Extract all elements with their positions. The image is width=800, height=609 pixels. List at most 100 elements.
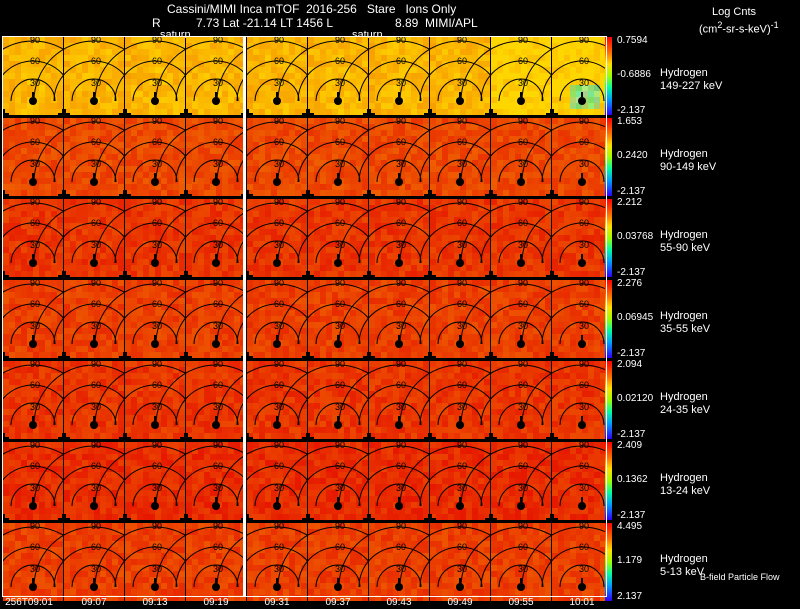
planet-disk <box>578 421 586 429</box>
colorbar-max: 2.409 <box>617 440 643 451</box>
colorbar <box>605 199 612 277</box>
planet-spike <box>581 92 583 97</box>
grid-label-60: 60 <box>335 461 345 471</box>
grid-arc <box>559 78 605 102</box>
grid-label-90: 90 <box>274 35 284 45</box>
grid-arc <box>376 564 422 588</box>
colorbar-max: 2.212 <box>617 197 643 208</box>
grid-label-90: 90 <box>213 440 223 450</box>
grid-label-60: 60 <box>396 56 406 66</box>
time-label: 09:43 <box>386 597 412 608</box>
cross-v <box>123 514 127 526</box>
grid-arc <box>315 321 361 345</box>
planet-spike <box>459 578 461 583</box>
grid-arc <box>541 465 623 507</box>
grid-label-30: 30 <box>396 321 406 331</box>
grid-label-30: 30 <box>213 402 223 412</box>
cross-v <box>550 514 554 526</box>
time-label: 09:55 <box>508 597 534 608</box>
grid-label-90: 90 <box>30 35 40 45</box>
grid-arc <box>71 564 117 588</box>
cross-v <box>306 352 310 364</box>
grid-label-90: 90 <box>396 278 406 288</box>
time-label: 09:19 <box>203 597 229 608</box>
planet-spike <box>276 578 278 583</box>
grid-label-60: 60 <box>274 218 284 228</box>
time-gap-divider <box>243 37 246 597</box>
grid-label-30: 30 <box>274 78 284 88</box>
cross-v <box>184 109 188 121</box>
grid-label-60: 60 <box>518 137 528 147</box>
grid-label-30: 30 <box>30 564 40 574</box>
grid-label-60: 60 <box>396 299 406 309</box>
planet-disk <box>90 502 98 510</box>
grid-label-30: 30 <box>335 240 345 250</box>
planet-spike <box>276 416 278 421</box>
grid-arc <box>559 402 605 426</box>
grid-label-90: 90 <box>213 521 223 531</box>
planet-spike <box>32 416 34 421</box>
planet-spike <box>459 92 461 97</box>
planet-disk <box>151 178 159 186</box>
planet-disk <box>29 421 37 429</box>
planet-disk <box>334 421 342 429</box>
grid-label-30: 30 <box>91 321 101 331</box>
grid-arc <box>315 483 361 507</box>
grid-label-30: 30 <box>579 159 589 169</box>
planet-spike <box>276 335 278 340</box>
cross-v <box>489 514 493 526</box>
grid-arc <box>10 321 56 345</box>
planet-spike <box>459 335 461 340</box>
grid-label-60: 60 <box>335 56 345 66</box>
grid-label-60: 60 <box>152 137 162 147</box>
cross-v <box>184 190 188 202</box>
grid-label-60: 60 <box>518 542 528 552</box>
planet-disk <box>151 583 159 591</box>
planet-spike <box>93 173 95 178</box>
colorbar <box>605 523 612 601</box>
grid-arc <box>376 240 422 264</box>
row-species: Hydrogen <box>660 310 708 322</box>
grid-label-60: 60 <box>91 299 101 309</box>
planet-spike <box>398 497 400 502</box>
grid-label-60: 60 <box>518 461 528 471</box>
grid-label-30: 30 <box>518 159 528 169</box>
planet-disk <box>212 502 220 510</box>
grid-label-90: 90 <box>213 116 223 126</box>
grid-label-30: 30 <box>91 78 101 88</box>
grid-label-60: 60 <box>457 542 467 552</box>
grid-arc <box>254 159 300 183</box>
grid-label-60: 60 <box>579 461 589 471</box>
planet-disk <box>90 583 98 591</box>
planet-spike <box>215 92 217 97</box>
grid-label-30: 30 <box>396 240 406 250</box>
grid-label-30: 30 <box>518 78 528 88</box>
grid-arc <box>498 483 544 507</box>
row-energy: 24-35 keV <box>660 404 711 416</box>
planet-spike <box>520 92 522 97</box>
cross-v <box>245 271 249 283</box>
grid-label-30: 30 <box>579 564 589 574</box>
grid-label-60: 60 <box>579 299 589 309</box>
planet-disk <box>456 502 464 510</box>
grid-arc <box>559 159 605 183</box>
grid-arc <box>254 564 300 588</box>
planet-disk <box>517 340 525 348</box>
grid-arc <box>10 78 56 102</box>
planet-disk <box>578 502 586 510</box>
grid-label-60: 60 <box>30 56 40 66</box>
grid-arc <box>132 78 178 102</box>
cross-v <box>428 352 432 364</box>
grid-label-30: 30 <box>152 483 162 493</box>
grid-label-30: 30 <box>518 564 528 574</box>
planet-spike <box>337 416 339 421</box>
grid-arc <box>132 240 178 264</box>
grid-label-60: 60 <box>213 299 223 309</box>
grid-label-90: 90 <box>518 359 528 369</box>
grid-label-30: 30 <box>213 564 223 574</box>
grid-label-90: 90 <box>457 116 467 126</box>
grid-label-90: 90 <box>518 440 528 450</box>
grid-arc <box>71 483 117 507</box>
planet-disk <box>29 340 37 348</box>
planet-disk <box>151 340 159 348</box>
